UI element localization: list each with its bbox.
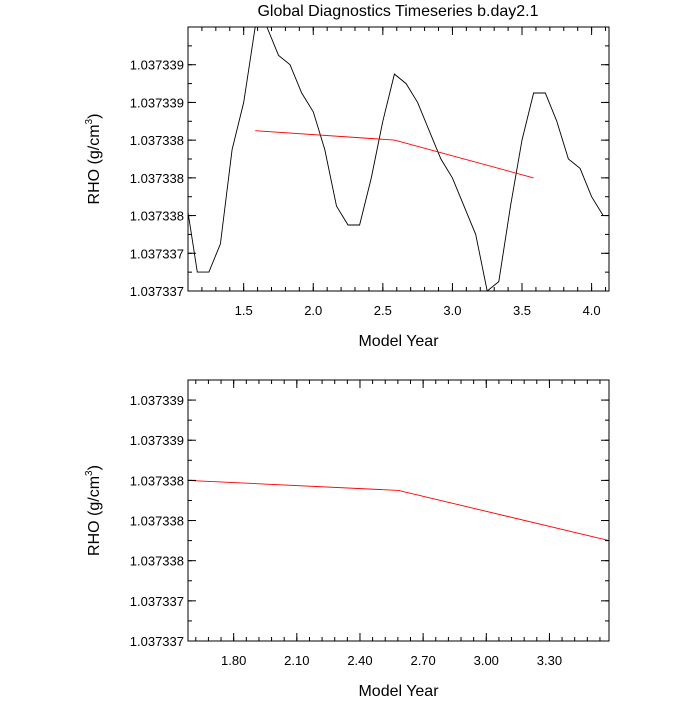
y-tick-label: 1.037339 [130,393,184,408]
x-tick-label: 2.0 [304,303,322,318]
y-axis-title-suffix: ) [86,114,103,119]
bottom-panel: 1.80 2.10 2.40 2.70 3.00 3.30 1.037337 1.037337… [84,379,610,700]
top-panel: 1.5 2.0 2.5 3.0 3.5 4.0 1.037337 1.037337 1.0373… [84,26,610,350]
y-tick-label: 1.037338 [130,209,184,224]
x-axis-title: Model Year [358,333,439,350]
y-tick-label: 1.037338 [130,554,184,569]
x-tick-label: 2.5 [374,303,392,318]
y-axis-title: RHO (g/cm3) [84,465,103,556]
y-tick-label: 1.037337 [130,634,184,649]
series-line-1 [255,130,534,179]
x-tick-label: 3.30 [537,653,562,668]
y-tick-label: 1.037337 [130,246,184,261]
x-tick-label: 3.0 [443,303,461,318]
plot-frame [187,26,610,292]
y-tick-label: 1.037339 [130,95,184,110]
y-axis-title: RHO (g/cm3) [84,114,103,205]
y-tick-label: 1.037339 [130,58,184,73]
y-axis-title-superscript: 3 [84,118,95,124]
y-tick-label: 1.037339 [130,433,184,448]
y-tick-label: 1.037338 [130,473,184,488]
chart-title: Global Diagnostics Timeseries b.day2.1 [257,3,538,20]
y-tick-label: 1.037337 [130,284,184,299]
y-tick-label: 1.037337 [130,594,184,609]
y-tick-label: 1.037338 [130,133,184,148]
y-axis-title-superscript: 3 [84,470,95,476]
x-tick-label: 2.70 [410,653,435,668]
x-axis-title: Model Year [358,683,439,700]
x-tick-label: 1.5 [235,303,253,318]
plot-frame [187,379,610,642]
y-axis-title-suffix: ) [86,465,103,470]
y-axis-title-main: RHO (g/cm [86,476,103,556]
series-group [188,479,609,542]
y-tick-label: 1.037338 [130,514,184,529]
y-tick-label: 1.037338 [130,171,184,186]
x-tick-label: 3.5 [513,303,531,318]
x-tick-label: 3.00 [474,653,499,668]
x-tick-label: 2.10 [284,653,309,668]
x-tick-label: 1.80 [221,653,246,668]
y-axis-title-main: RHO (g/cm [86,124,103,204]
x-tick-label: 2.40 [347,653,372,668]
x-tick-label: 4.0 [583,303,601,318]
series-group [188,27,604,291]
series-line-0 [188,27,604,291]
series-line-0 [188,479,609,542]
